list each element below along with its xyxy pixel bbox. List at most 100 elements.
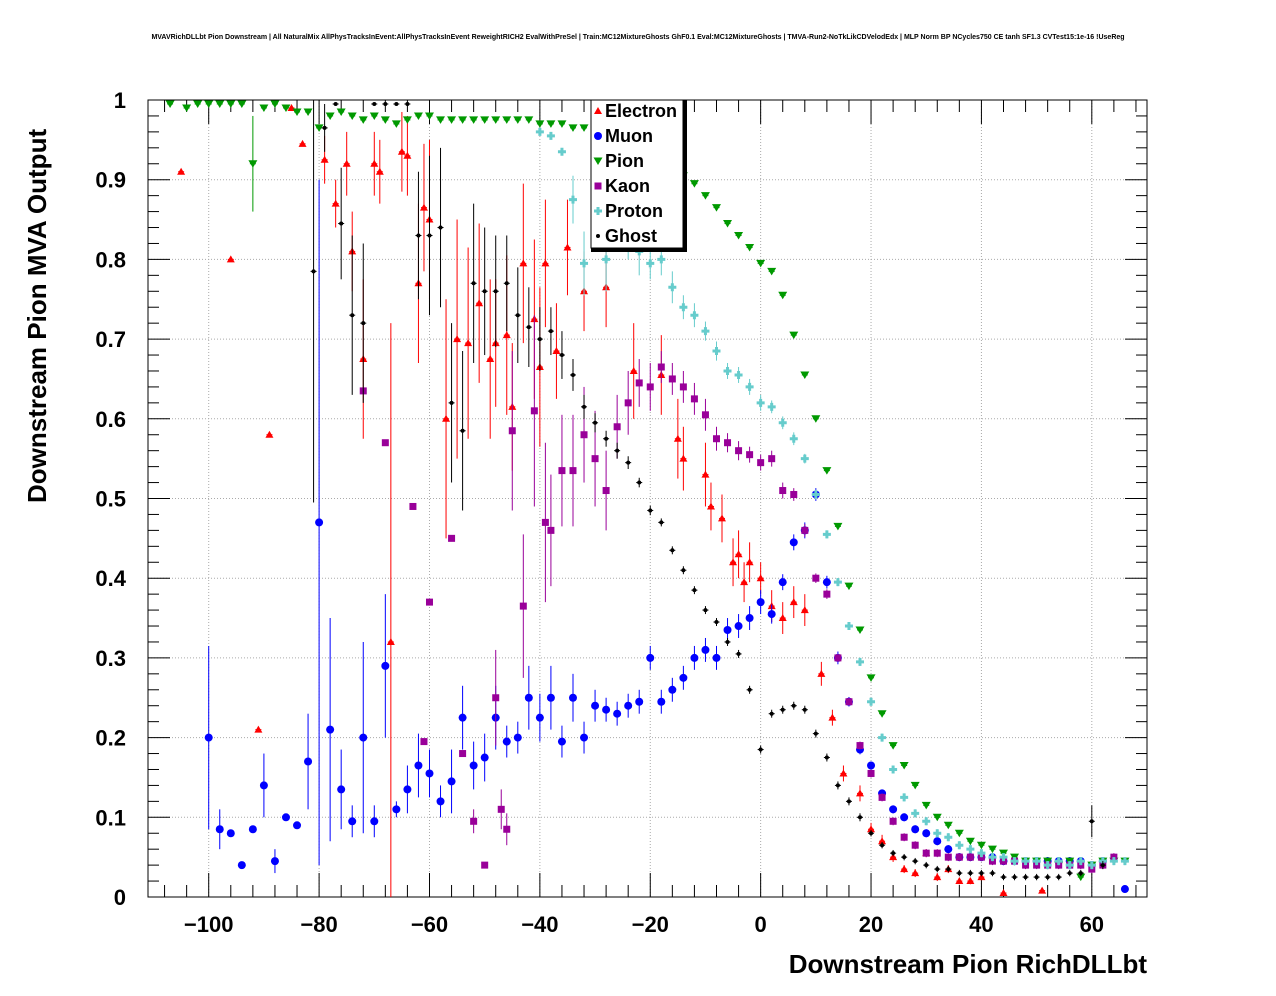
ghost-point xyxy=(935,867,940,872)
legend-label-kaon: Kaon xyxy=(605,176,650,196)
legend-marker-kaon xyxy=(594,182,602,190)
ghost-point xyxy=(1078,871,1083,876)
legend-label-muon: Muon xyxy=(605,126,653,146)
muon-point xyxy=(922,829,931,838)
ghost-point xyxy=(880,843,885,848)
legend-box xyxy=(590,99,684,249)
kaon-point xyxy=(922,849,930,857)
kaon-point xyxy=(530,407,538,415)
kaon-point xyxy=(503,825,511,833)
proton-point xyxy=(844,622,853,631)
pion-point xyxy=(292,108,302,116)
pion-point xyxy=(391,120,401,128)
pion-point xyxy=(270,100,280,108)
muon-point xyxy=(635,697,644,706)
kaon-point xyxy=(613,423,621,431)
muon-point xyxy=(1120,885,1129,894)
ghost-point xyxy=(471,281,476,286)
ghost-point xyxy=(780,707,785,712)
ghost-point xyxy=(769,711,774,716)
ghost-point xyxy=(659,520,664,525)
pion-point xyxy=(910,781,920,790)
kaon-point xyxy=(558,467,566,475)
electron-point xyxy=(226,255,235,263)
proton-point xyxy=(646,259,655,268)
ghost-point xyxy=(493,289,498,294)
kaon-point xyxy=(425,598,433,606)
pion-point xyxy=(325,112,335,120)
muon-point xyxy=(513,733,522,742)
muon-point xyxy=(370,817,379,826)
y-tick-label: 0.3 xyxy=(95,646,126,671)
pion-point xyxy=(524,116,534,124)
ghost-point xyxy=(322,125,327,130)
electron-point xyxy=(320,155,329,163)
kaon-point xyxy=(602,487,610,495)
muon-point xyxy=(281,813,290,822)
pion-point xyxy=(921,801,931,810)
ghost-point xyxy=(802,707,807,712)
legend-label-electron: Electron xyxy=(605,101,677,121)
kaon-point xyxy=(889,817,897,825)
pion-point xyxy=(899,761,909,770)
muon-point xyxy=(469,761,478,770)
pion-point xyxy=(480,116,490,124)
proton-point xyxy=(833,578,842,587)
muon-point xyxy=(337,785,346,794)
pion-point xyxy=(204,100,214,108)
muon-point xyxy=(348,817,357,826)
pion-point xyxy=(424,112,434,120)
pion-point xyxy=(745,243,755,252)
ghost-point xyxy=(626,460,631,465)
y-tick-label: 0.4 xyxy=(95,566,126,591)
kaon-point xyxy=(834,654,842,662)
pion-point xyxy=(535,120,545,128)
electron-point xyxy=(756,574,765,582)
pion-point xyxy=(226,100,236,108)
muon-point xyxy=(657,697,666,706)
kaon-point xyxy=(497,805,505,813)
pion-point xyxy=(954,829,964,838)
kaon-point xyxy=(508,427,516,435)
pion-point xyxy=(767,267,777,276)
muon-point xyxy=(259,781,268,790)
ghost-point xyxy=(1067,871,1072,876)
pion-point xyxy=(711,204,721,212)
proton-point xyxy=(657,255,666,264)
electron-point xyxy=(706,502,715,510)
ghost-point xyxy=(736,651,741,656)
pion-point xyxy=(248,160,258,168)
kaon-point xyxy=(541,518,549,526)
y-tick-label: 0.7 xyxy=(95,327,126,352)
ghost-point xyxy=(692,588,697,593)
electron-point xyxy=(900,865,909,873)
x-tick-label: −80 xyxy=(300,912,337,937)
muon-point xyxy=(447,777,456,786)
ghost-point xyxy=(703,608,708,613)
electron-point xyxy=(855,789,864,797)
kaon-point xyxy=(933,849,941,857)
electron-point xyxy=(889,853,898,861)
x-tick-label: 0 xyxy=(755,912,767,937)
electron-point xyxy=(331,199,340,207)
kaon-point xyxy=(635,379,643,387)
series-ghost xyxy=(310,100,1106,881)
kaon-point xyxy=(624,399,632,407)
y-tick-label: 0.9 xyxy=(95,168,126,193)
electron-point xyxy=(911,869,920,877)
pion-point xyxy=(491,116,501,124)
ghost-point xyxy=(482,289,487,294)
muon-point xyxy=(900,813,909,822)
muon-point xyxy=(403,785,412,794)
proton-point xyxy=(1087,861,1096,870)
proton-point xyxy=(767,402,776,411)
y-tick-label: 0.5 xyxy=(95,487,126,512)
electron-point xyxy=(778,614,787,622)
proton-point xyxy=(811,490,820,499)
muon-point xyxy=(436,797,445,806)
muon-point xyxy=(381,661,390,670)
electron-point xyxy=(486,355,495,363)
y-tick-label: 0.6 xyxy=(95,407,126,432)
ghost-point xyxy=(902,855,907,860)
